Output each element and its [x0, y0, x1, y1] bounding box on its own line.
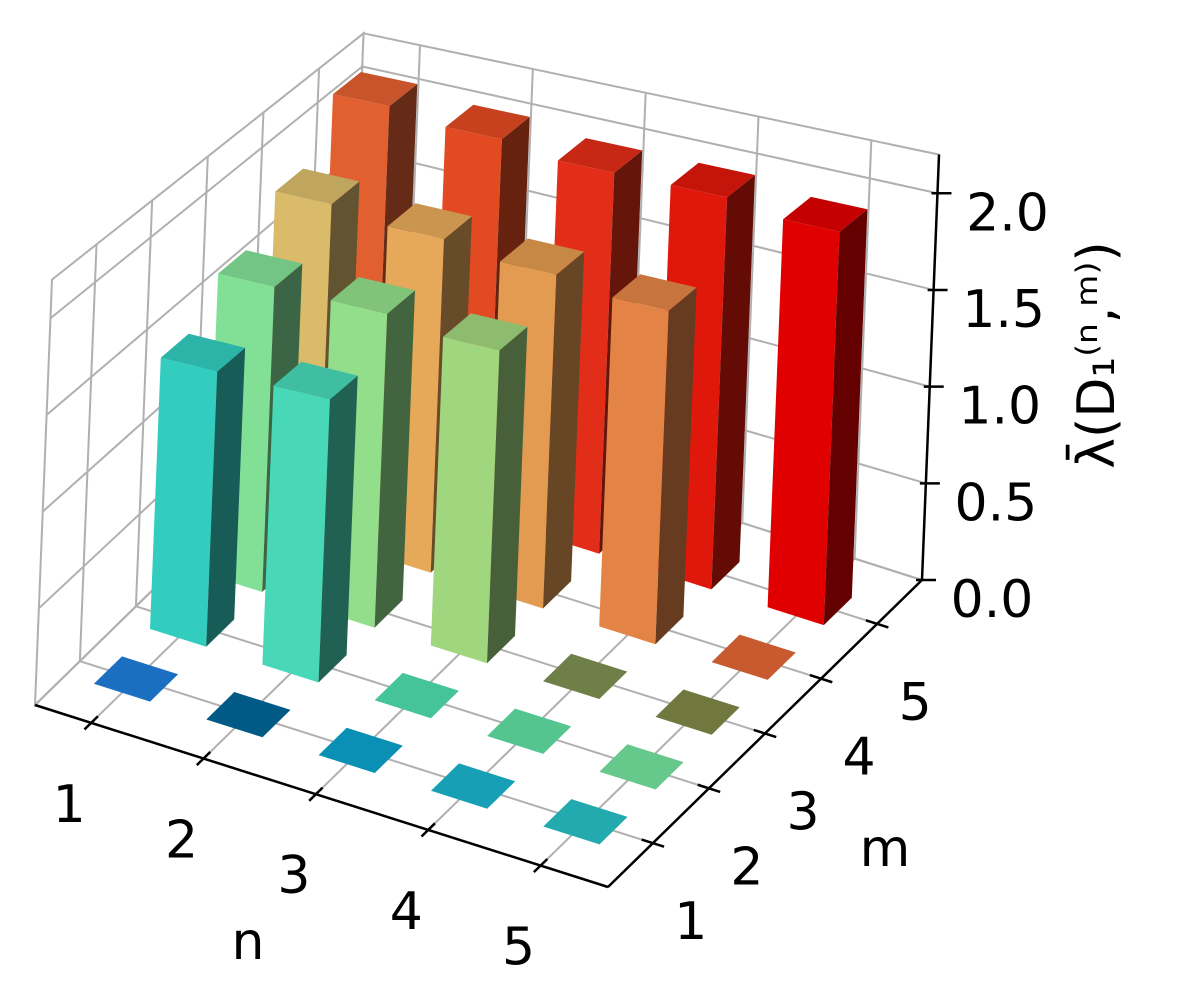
bar-top-face — [318, 727, 403, 773]
bar-side-face — [655, 287, 697, 645]
bar-top-face — [711, 634, 796, 680]
bar-side-face — [823, 209, 868, 626]
bar — [711, 634, 796, 680]
bar-side-face — [487, 326, 528, 664]
bar-top-face — [557, 138, 643, 173]
bar-top-face — [431, 763, 516, 809]
bar-top-face — [387, 203, 472, 240]
y-tick — [865, 619, 889, 629]
bar — [543, 799, 628, 845]
bar — [431, 763, 516, 809]
x-tick-label: 3 — [277, 846, 310, 906]
bar-top-face — [783, 196, 868, 232]
bar-top-face — [273, 361, 358, 400]
bar-top-face — [655, 689, 740, 735]
bar-front-face — [430, 336, 500, 664]
z-tick-label: 0.0 — [951, 570, 1034, 630]
z-tick-label: 2.0 — [966, 183, 1049, 243]
bar — [374, 672, 459, 719]
bar-top-face — [160, 333, 246, 372]
y-tick-label: 5 — [899, 673, 932, 733]
x-axis-label: n — [232, 912, 265, 972]
bar-top-face — [543, 653, 628, 699]
z-tick-label: 0.5 — [955, 473, 1038, 533]
bar — [487, 708, 572, 754]
z-tick-label: 1.5 — [962, 280, 1045, 340]
bar — [318, 727, 403, 773]
x-tick — [420, 822, 436, 838]
bar-top-face — [218, 250, 303, 287]
bar-front-face — [599, 297, 669, 645]
bar — [543, 653, 628, 699]
bar — [93, 656, 179, 702]
x-tick-label: 2 — [165, 811, 198, 871]
x-tick-label: 1 — [53, 775, 86, 835]
bar-side-face — [711, 175, 755, 590]
grid-line — [362, 65, 938, 195]
grid-line — [78, 244, 98, 662]
bar-side-face — [318, 375, 358, 683]
grid-line — [853, 140, 873, 559]
bar-top-face — [670, 162, 755, 198]
bar — [599, 274, 697, 645]
bar-top-face — [275, 168, 360, 205]
x-axis — [34, 703, 609, 889]
y-axis-label: m — [860, 819, 911, 879]
bar — [262, 361, 358, 683]
z-axis-label: λ̄(D₁⁽ⁿ,ᵐ⁾) — [1066, 241, 1127, 468]
bar-top-face — [543, 799, 628, 845]
x-tick — [83, 715, 99, 731]
bar — [206, 692, 291, 738]
bar-side-face — [543, 251, 585, 609]
x-tick — [195, 751, 212, 767]
bar — [655, 689, 740, 735]
x-tick — [532, 858, 549, 874]
bar-front-face — [767, 219, 840, 626]
bar-top-face — [93, 656, 179, 702]
bar-top-face — [374, 672, 459, 719]
y-tick — [753, 728, 777, 739]
bar-top-face — [330, 277, 415, 314]
grid-line — [134, 200, 154, 607]
bar-front-face — [150, 357, 218, 647]
y-tick-label: 3 — [786, 783, 819, 843]
bar-top-face — [599, 744, 684, 790]
y-tick — [641, 838, 665, 848]
x-tick — [308, 786, 324, 802]
y-tick-label: 1 — [674, 892, 707, 952]
bar-top-face — [333, 72, 418, 107]
bar — [767, 196, 868, 626]
bar — [150, 333, 246, 647]
y-tick — [697, 783, 721, 794]
bar-top-face — [612, 274, 697, 311]
y-tick-label: 2 — [730, 837, 763, 897]
y-tick — [809, 673, 833, 684]
grid-line — [49, 65, 363, 320]
x-tick-label: 4 — [390, 882, 423, 942]
bar — [430, 313, 528, 664]
grid-line — [741, 116, 760, 523]
z-axis — [920, 154, 941, 581]
bar-side-face — [206, 347, 246, 647]
bar-front-face — [262, 385, 330, 683]
z-tick-label: 1.0 — [958, 377, 1041, 437]
bar-side-face — [374, 290, 415, 628]
bar-top-face — [487, 708, 572, 754]
bar-top-face — [206, 692, 291, 738]
bar-top-face — [445, 104, 530, 140]
bar — [599, 744, 684, 790]
y-tick-label: 4 — [843, 728, 876, 788]
bar-top-face — [443, 313, 528, 351]
bar-top-face — [500, 238, 585, 275]
x-tick-label: 5 — [502, 918, 535, 978]
